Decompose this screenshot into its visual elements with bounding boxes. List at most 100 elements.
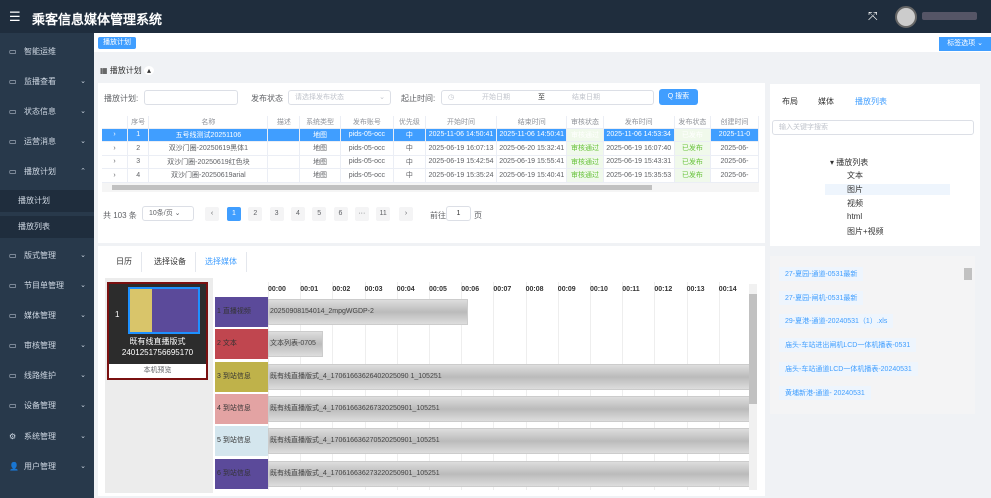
lower-tab[interactable]: 选择媒体 (196, 252, 247, 272)
sidebar-item[interactable]: ▭ 线路维护 ⌄ (0, 365, 94, 387)
timeline-clip[interactable]: 既有线直播版式_4_170616636267320250901_105251 (268, 395, 751, 422)
page-size-value: 10条/页 (149, 210, 173, 217)
search-button[interactable]: Q 搜索 (659, 89, 698, 105)
status-select[interactable]: 请选择发布状态 ⌄ (288, 90, 391, 105)
table-cell: 2025-11-0 (710, 128, 759, 142)
table-row[interactable]: › 2 双沙门圈-20250619黑体1 地图 pids-05-occ 中 2025-06-… (102, 141, 759, 156)
section-title[interactable]: ▦ 播放计划 ▴ (100, 65, 155, 76)
goto-page-input[interactable]: 1 (446, 206, 471, 221)
table-cell: 地图 (299, 141, 341, 156)
sidebar-item[interactable]: ▭ 设备管理 ⌄ (0, 395, 94, 417)
table-cell: 2025-06-19 16:07:13 (425, 141, 498, 156)
right-tab[interactable]: 媒体 (818, 97, 834, 106)
page-button[interactable]: 3 (269, 207, 284, 221)
layout-card[interactable]: 1 既有线直播版式 2401251756695170 本机预览 (107, 282, 208, 380)
avatar[interactable] (895, 6, 917, 28)
table-cell: 中 (393, 168, 426, 183)
page-size-select[interactable]: 10条/页 ⌄ (142, 206, 194, 221)
page-button[interactable]: 1 (227, 207, 241, 221)
sidebar-item[interactable]: 播放列表 (0, 216, 94, 238)
lower-tab[interactable]: 日历 (107, 252, 142, 272)
table-cell[interactable]: › (102, 168, 129, 183)
sidebar-item-label: 智能运维 (24, 47, 56, 56)
chevron-icon: ⌄ (80, 402, 86, 409)
table-row[interactable]: › 1 五号线测试20251106 地图 pids-05-occ 中 2025-11-06 … (102, 128, 759, 142)
timeline-clip[interactable]: 20250908154014_2mpgWGDP-2 (268, 299, 468, 325)
collapse-icon[interactable]: ▴ (144, 66, 155, 75)
sidebar-item[interactable]: 👤 用户管理 ⌄ (0, 456, 94, 478)
fullscreen-icon[interactable]: ⤧ (868, 9, 878, 23)
prev-page-button[interactable]: ‹ (205, 207, 219, 221)
time-tick: 00:05 (429, 286, 447, 293)
table-cell: 审核通过 (566, 128, 604, 142)
start-date[interactable]: 开始日期 (482, 94, 510, 101)
keyword-search-input[interactable]: 输入关键字搜索 (772, 120, 974, 135)
track-label: 2 文本 (215, 329, 268, 360)
media-item[interactable]: 29-夏港-通道-20240531（1）.xls (779, 314, 894, 329)
sidebar-item[interactable]: 播放计划 (0, 190, 94, 212)
sidebar-item[interactable]: ▭ 版式管理 ⌄ (0, 245, 94, 267)
right-tab[interactable]: 播放列表 (845, 92, 897, 111)
page-button[interactable]: 2 (248, 207, 263, 221)
chevron-down-icon: ⌄ (379, 94, 385, 101)
preview-button[interactable]: 本机预览 (109, 364, 206, 378)
hamburger-icon[interactable]: ☰ (9, 9, 21, 24)
page-button[interactable]: 4 (290, 207, 305, 221)
tag-options-button[interactable]: 标签选项 ⌄ (939, 37, 991, 51)
sidebar-item[interactable]: ▭ 播放计划 ⌃ (0, 161, 94, 183)
sidebar-item[interactable]: ⚙ 系统管理 ⌄ (0, 426, 94, 448)
table-cell[interactable]: › (102, 128, 129, 142)
table-cell: 2025-06- (710, 155, 759, 169)
media-item[interactable]: 黄埔新港-通道- 20240531 (779, 385, 871, 400)
table-row[interactable]: › 3 双沙门圈-20250619红色块 地图 pids-05-occ 中 2025-06-… (102, 155, 759, 169)
sidebar-item[interactable]: ▭ 运营消息 ⌄ (0, 131, 94, 153)
horizontal-scrollbar[interactable] (102, 183, 759, 192)
user-name[interactable] (922, 12, 977, 20)
sidebar-item[interactable]: ▭ 智能运维 (0, 41, 94, 63)
sidebar-item[interactable]: ▭ 媒体管理 ⌄ (0, 305, 94, 327)
date-range-input[interactable]: ◷ 开始日期 至 结束日期 (441, 90, 654, 105)
tree-node[interactable]: 文本 (847, 171, 863, 180)
monitor-icon: ▭ (9, 341, 17, 350)
right-tab[interactable]: 布局 (782, 97, 798, 106)
media-item[interactable]: 庙头-车站通道LCD一体机播表-20240531 (779, 361, 918, 376)
page-button[interactable]: 6 (333, 207, 348, 221)
tree-node[interactable]: 视频 (847, 199, 863, 208)
timeline-clip[interactable]: 既有线直播版式_4_170616636270520250901_105251 (268, 428, 751, 455)
table-cell[interactable]: › (102, 141, 129, 156)
media-item[interactable]: 27-夏园-通道-0531最新 (779, 267, 864, 281)
tree-root[interactable]: ▾ 播放列表 (830, 158, 869, 167)
timeline-clip[interactable]: 既有线直播版式_4_17061663626402025090 1_105251 (268, 363, 751, 390)
page-button[interactable]: 11 (376, 207, 391, 221)
sidebar-item[interactable]: ▭ 节目单管理 ⌄ (0, 275, 94, 297)
table-row[interactable]: › 4 双沙门圈-20250619arial 地图 pids-05-occ 中 2025-0… (102, 168, 759, 183)
next-page-button[interactable]: › (399, 207, 413, 221)
page-button[interactable]: ··· (354, 207, 369, 221)
timeline-scrollbar[interactable] (749, 284, 757, 490)
media-item[interactable]: 庙头-车站进出闸机LCD一体机播表-0531 (779, 338, 917, 353)
tree-node[interactable]: 图片 (825, 184, 950, 195)
lower-tab[interactable]: 选择设备 (145, 252, 196, 272)
media-scrollbar[interactable] (964, 262, 972, 410)
tree-node[interactable]: html (847, 212, 863, 221)
table-cell: 审核通过 (566, 168, 604, 183)
table-cell: 审核通过 (566, 155, 604, 169)
table-cell (267, 168, 301, 183)
time-tick: 00:13 (686, 286, 705, 293)
timeline-clip[interactable]: 既有线直播版式_4_170616636273220250901_105251 (268, 460, 751, 487)
timeline-clip[interactable]: 文本列表-0705 (268, 331, 323, 358)
chevron-icon: ⌄ (80, 282, 86, 289)
sidebar-item[interactable]: ▭ 状态信息 ⌄ (0, 101, 94, 123)
end-date[interactable]: 结束日期 (572, 94, 600, 101)
plan-input[interactable] (144, 90, 238, 105)
page-button[interactable]: 5 (312, 207, 327, 221)
table-cell[interactable]: › (102, 155, 129, 169)
tree-node[interactable]: 图片+视频 (847, 227, 884, 236)
media-item[interactable]: 27-夏园-闸机-0531最新 (779, 290, 864, 305)
sidebar-item[interactable]: ▭ 监播查看 ⌄ (0, 71, 94, 93)
tag-play-plan[interactable]: 播放计划 (98, 37, 136, 49)
column-header: 审核状态 (566, 116, 604, 129)
table-cell: 2025-06-19 16:07:40 (603, 141, 675, 156)
layout-name: 既有线直播版式 (129, 337, 186, 346)
sidebar-item[interactable]: ▭ 审核管理 ⌄ (0, 335, 94, 357)
